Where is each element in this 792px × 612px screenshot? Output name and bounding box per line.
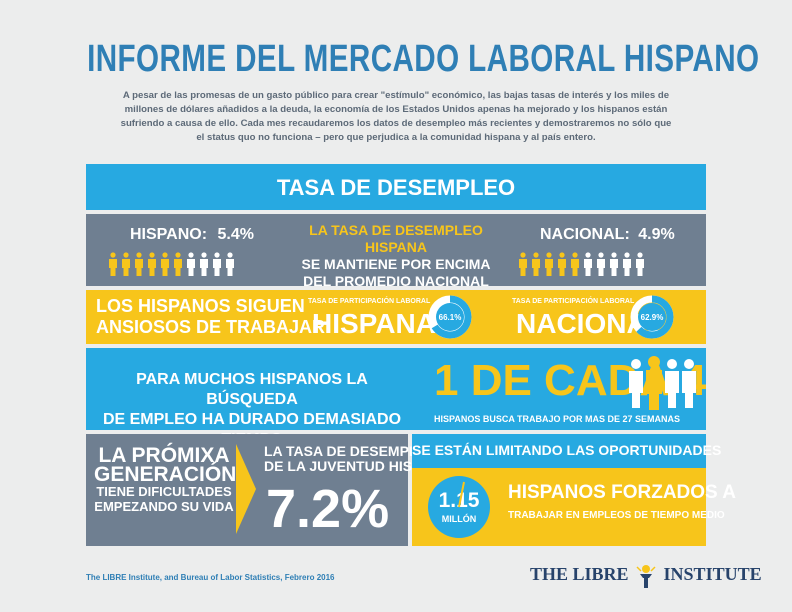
center-line3: DEL PROMEDIO NACIONAL bbox=[303, 273, 489, 289]
parttime-header-band: SE ESTÁN LIMITANDO LAS OPORTUNIDADES bbox=[412, 434, 722, 468]
hispanic-rate-value: 5.4% bbox=[217, 226, 254, 243]
arrow-right-icon bbox=[236, 444, 256, 534]
parttime-line1: HISPANOS FORZADOS A bbox=[508, 482, 737, 503]
national-person-icon bbox=[635, 252, 645, 276]
national-rate-block: NACIONAL: 4.9% bbox=[540, 226, 675, 244]
parttime-band: 1.15 MILLÓN HISPANOS FORZADOS A TRABAJAR… bbox=[412, 468, 736, 546]
hispanic-participation-donut: 66.1% bbox=[428, 295, 472, 339]
unemployment-header-band: TASA DE DESEMPLEO bbox=[86, 164, 706, 210]
youth-line2: GENERACIÓN bbox=[94, 463, 237, 486]
unemployment-header: TASA DE DESEMPLEO bbox=[276, 175, 516, 200]
youth-rate-value: 7.2% bbox=[266, 479, 390, 539]
hispanic-person-icon bbox=[173, 252, 183, 276]
hispanic-participation-value: 66.1% bbox=[439, 313, 462, 322]
national-rate-label: NACIONAL: bbox=[540, 226, 630, 243]
youth-rate-caption: LA TASA DE DESEMPLEO DE LA JUVENTUD HISP… bbox=[264, 444, 451, 474]
libre-institute-logo: THE LIBRE INSTITUTE bbox=[530, 563, 762, 589]
hispanic-people-icons bbox=[108, 252, 238, 281]
youth-line1: LA PRÓMIXA bbox=[98, 444, 230, 467]
national-participation-caption: TASA DE PARTICIPACIÓN LABORAL bbox=[512, 298, 635, 305]
logo-left-text: THE LIBRE bbox=[530, 564, 629, 585]
center-line1: LA TASA DE DESEMPLEO HISPANA bbox=[309, 222, 483, 255]
parttime-unit: MILLÓN bbox=[442, 513, 477, 524]
page-title: INFORME DEL MERCADO LABORAL HISPANO bbox=[87, 38, 760, 80]
parttime-line2: TRABAJAR EN EMPLEOS DE TIEMPO MEDIO bbox=[508, 510, 725, 521]
national-person-icon bbox=[583, 252, 593, 276]
youth-rate-line1: LA TASA DE DESEMPLEO bbox=[264, 443, 438, 459]
long-term-line1: PARA MUCHOS HISPANOS LA BÚSQUEDA bbox=[136, 371, 368, 408]
hispanic-participation-label: HISPANA bbox=[312, 308, 436, 339]
participation-band: LOS HISPANOS SIGUEN ANSIOSOS DE TRABAJAR… bbox=[86, 290, 706, 344]
hispanic-person-icon bbox=[160, 252, 170, 276]
hispanic-person-icon bbox=[108, 252, 118, 276]
four-people-icon bbox=[629, 356, 696, 410]
youth-line3: TIENE DIFICULTADES bbox=[96, 484, 232, 499]
national-person-icon bbox=[622, 252, 632, 276]
youth-rate-line2: DE LA JUVENTUD HISPANA bbox=[264, 458, 451, 474]
participation-line1: LOS HISPANOS SIGUEN bbox=[96, 296, 305, 316]
unemployment-band: HISPANO: 5.4% LA TASA DE DESEMPLEO HISPA… bbox=[86, 214, 706, 289]
hispanic-person-icon bbox=[225, 252, 235, 276]
torch-icon bbox=[636, 565, 656, 588]
youth-left-text: LA PRÓMIXA GENERACIÓN TIENE DIFICULTADES… bbox=[94, 444, 237, 514]
parttime-header: SE ESTÁN LIMITANDO LAS OPORTUNIDADES bbox=[412, 442, 722, 458]
participation-left-text: LOS HISPANOS SIGUEN ANSIOSOS DE TRABAJAR bbox=[96, 296, 325, 338]
national-person-icon bbox=[518, 252, 528, 276]
long-term-band: PARA MUCHOS HISPANOS LA BÚSQUEDA DE EMPL… bbox=[86, 348, 706, 448]
parttime-count: 1.15 bbox=[439, 489, 480, 512]
hispanic-person-icon bbox=[134, 252, 144, 276]
hispanic-participation-caption: TASA DE PARTICIPACIÓN LABORAL bbox=[308, 298, 431, 305]
hispanic-person-icon bbox=[199, 252, 209, 276]
intro-paragraph: A pesar de las promesas de un gasto públ… bbox=[120, 90, 672, 143]
hispanic-person-icon bbox=[121, 252, 131, 276]
hispanic-rate-label: HISPANO: bbox=[130, 226, 208, 243]
hispanic-person-icon bbox=[186, 252, 196, 276]
national-person-icon bbox=[544, 252, 554, 276]
youth-line4: EMPEZANDO SU VIDA bbox=[94, 499, 234, 514]
youth-band: LA PRÓMIXA GENERACIÓN TIENE DIFICULTADES… bbox=[86, 434, 451, 546]
national-person-icon bbox=[531, 252, 541, 276]
national-people-icons bbox=[518, 252, 648, 281]
hispanic-rate-block: HISPANO: 5.4% bbox=[130, 226, 254, 244]
national-person-icon bbox=[557, 252, 567, 276]
national-person-icon bbox=[609, 252, 619, 276]
national-participation-donut: 62.9% bbox=[630, 295, 674, 339]
long-term-caption: HISPANOS BUSCA TRABAJO POR MAS DE 27 SEM… bbox=[434, 414, 681, 424]
national-participation-value: 62.9% bbox=[641, 313, 664, 322]
national-rate-value: 4.9% bbox=[638, 226, 675, 243]
participation-line2: ANSIOSOS DE TRABAJAR bbox=[96, 317, 326, 337]
logo-right-text: INSTITUTE bbox=[663, 564, 762, 585]
center-line2: SE MANTIENE POR ENCIMA bbox=[301, 256, 491, 272]
source-note: The LIBRE Institute, and Bureau of Labor… bbox=[86, 573, 335, 582]
unemployment-center-text: LA TASA DE DESEMPLEO HISPANA SE MANTIENE… bbox=[286, 222, 506, 290]
hispanic-person-icon bbox=[212, 252, 222, 276]
parttime-clock-icon: 1.15 MILLÓN bbox=[428, 476, 490, 538]
national-person-icon bbox=[596, 252, 606, 276]
national-person-icon bbox=[570, 252, 580, 276]
hispanic-person-icon bbox=[147, 252, 157, 276]
